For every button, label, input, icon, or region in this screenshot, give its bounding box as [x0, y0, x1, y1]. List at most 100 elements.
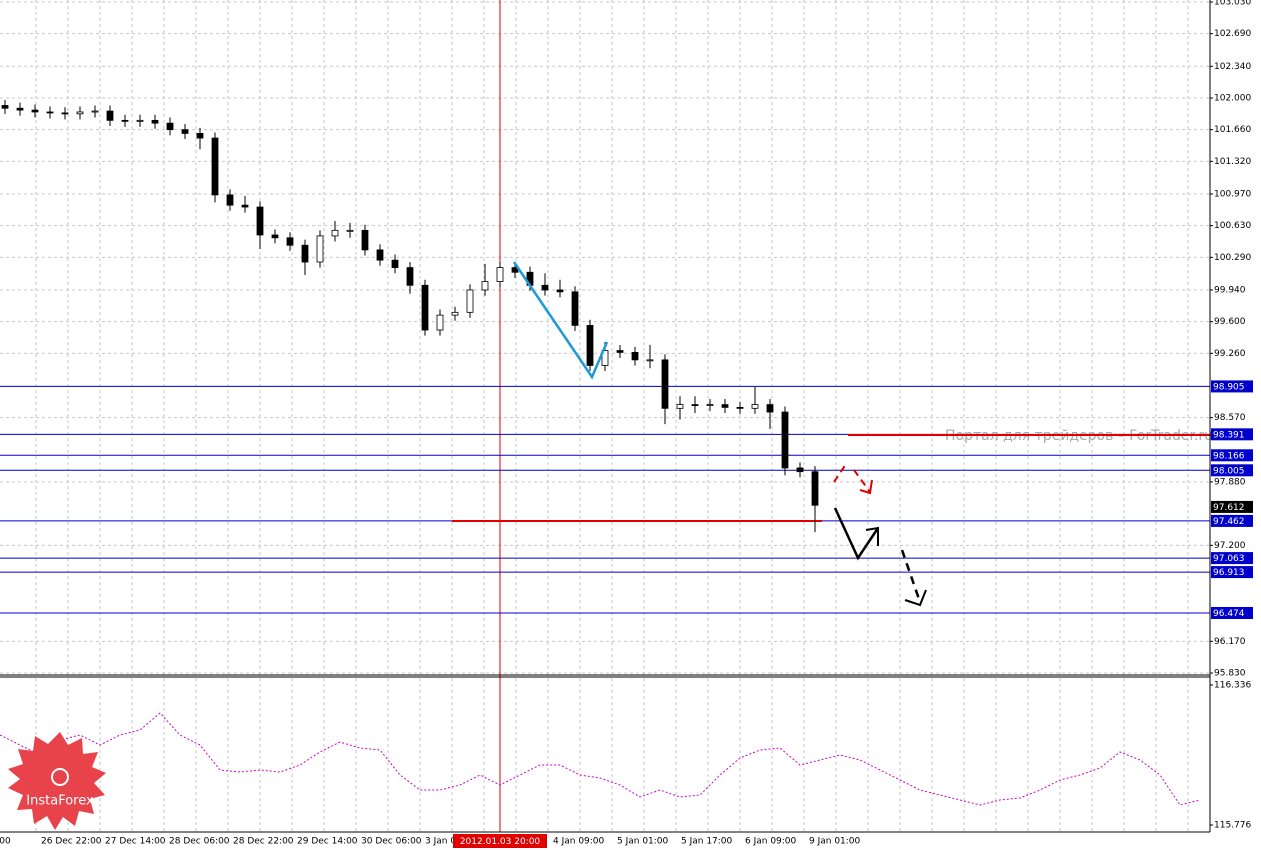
x-tick-label: 28 Dec 06:00	[169, 837, 230, 847]
levels	[0, 385, 1210, 614]
level-label: 97.462	[1213, 517, 1245, 527]
candle-body	[181, 129, 189, 134]
candle-body	[46, 111, 54, 114]
indicator-line	[0, 712, 1201, 806]
candle-body	[631, 352, 639, 361]
y-tick-label: 101.660	[1214, 125, 1251, 135]
logo: InstaForex	[8, 732, 106, 830]
candle-body	[721, 404, 729, 408]
level-label: 96.474	[1213, 609, 1245, 619]
candle-body	[541, 284, 549, 291]
level-label-box	[1211, 464, 1253, 477]
grid	[0, 0, 1210, 832]
y-tick-label: 100.970	[1214, 189, 1251, 199]
x-tick-label: 5 Jan 17:00	[681, 837, 733, 847]
forecast-arrow	[900, 549, 922, 603]
candle-body	[676, 404, 684, 409]
logo-icon	[51, 768, 69, 786]
candle-body	[706, 404, 714, 407]
candle-body	[691, 404, 699, 407]
y-tick-label: 101.320	[1214, 157, 1251, 167]
y-tick-label: 102.340	[1214, 62, 1251, 72]
x-tick-label: 30 Dec 06:00	[361, 837, 422, 847]
indicator	[0, 712, 1201, 806]
candle-body	[31, 109, 39, 113]
candle-body	[391, 259, 399, 269]
candle-body	[166, 122, 174, 131]
x-tick-label: 5 Jan 01:00	[617, 837, 669, 847]
candle-body	[601, 350, 609, 366]
candle-body	[316, 235, 324, 263]
candle-body	[136, 119, 144, 122]
candle-body	[781, 411, 789, 469]
y-tick-label: 99.940	[1214, 285, 1246, 295]
candle-body	[286, 237, 294, 246]
candle-body	[811, 471, 819, 506]
candle-body	[271, 234, 279, 239]
level-label-box	[1211, 380, 1253, 393]
level-label: 98.391	[1213, 430, 1245, 440]
y-tick-label: 97.200	[1214, 541, 1246, 551]
forecast-arrow	[833, 463, 847, 483]
level-label-box	[1211, 606, 1253, 619]
y-tick-label: 99.600	[1214, 317, 1246, 327]
y-tick-label: 100.630	[1214, 221, 1251, 231]
current-price-box	[1211, 500, 1253, 513]
forecast-arrow	[853, 469, 871, 493]
x-tick-label: 27 Dec 14:00	[105, 837, 166, 847]
candle-body	[646, 359, 654, 362]
candle-body	[571, 291, 579, 326]
candle-body	[1, 105, 9, 109]
candle-body	[76, 111, 84, 115]
candle-body	[436, 314, 444, 331]
level-label-box	[1211, 552, 1253, 565]
level-label-box	[1211, 566, 1253, 579]
candle-body	[106, 110, 114, 121]
y-tick-label: 97.880	[1214, 477, 1246, 487]
x-tick-label: 4 Jan 09:00	[553, 837, 605, 847]
y-tick-label: 102.690	[1214, 29, 1251, 39]
x-tick-label: 28 Dec 22:00	[233, 837, 294, 847]
y-tick-label: 99.260	[1214, 349, 1246, 359]
x-tick-label: 6 Jan 09:00	[745, 837, 797, 847]
candle-body	[586, 324, 594, 366]
candle-body	[376, 249, 384, 261]
candle-body	[211, 137, 219, 196]
y-tick-label: 102.000	[1214, 93, 1251, 103]
arrow-head	[904, 589, 927, 607]
y-tick-label: 103.030	[1214, 0, 1251, 8]
crosshair-label: 2012.01.03 20:00	[460, 837, 541, 847]
candle-body	[481, 281, 489, 291]
level-label-box	[1211, 514, 1253, 527]
crosshair-label-box	[453, 834, 547, 848]
x-tick-label: 9 Jan 01:00	[809, 837, 861, 847]
candle-body	[346, 229, 354, 232]
candle-body	[151, 119, 159, 124]
level-label: 97.063	[1213, 554, 1245, 564]
candle-body	[331, 229, 339, 237]
level-label: 98.166	[1213, 451, 1245, 461]
y-tick-label: 98.570	[1214, 413, 1246, 423]
y2-tick-label: 116.336	[1214, 681, 1251, 691]
candle-body	[226, 194, 234, 206]
y-tick-label: 100.290	[1214, 253, 1251, 263]
level-label: 96.913	[1213, 568, 1245, 578]
candle-body	[196, 133, 204, 139]
candle-body	[466, 289, 474, 313]
logo-text: InstaForex	[26, 794, 94, 809]
candle-body	[241, 204, 249, 208]
candle-body	[301, 244, 309, 263]
candle-body	[616, 350, 624, 353]
level-label: 98.905	[1213, 382, 1245, 392]
trend-drawing	[512, 261, 609, 380]
level-label-box	[1211, 428, 1253, 441]
arrow-head	[865, 526, 879, 546]
candle-body	[421, 284, 429, 331]
candle-body	[796, 467, 804, 473]
y2-tick-label: 115.776	[1214, 821, 1251, 831]
candle-body	[91, 110, 99, 113]
forecast-arrow	[833, 507, 880, 561]
